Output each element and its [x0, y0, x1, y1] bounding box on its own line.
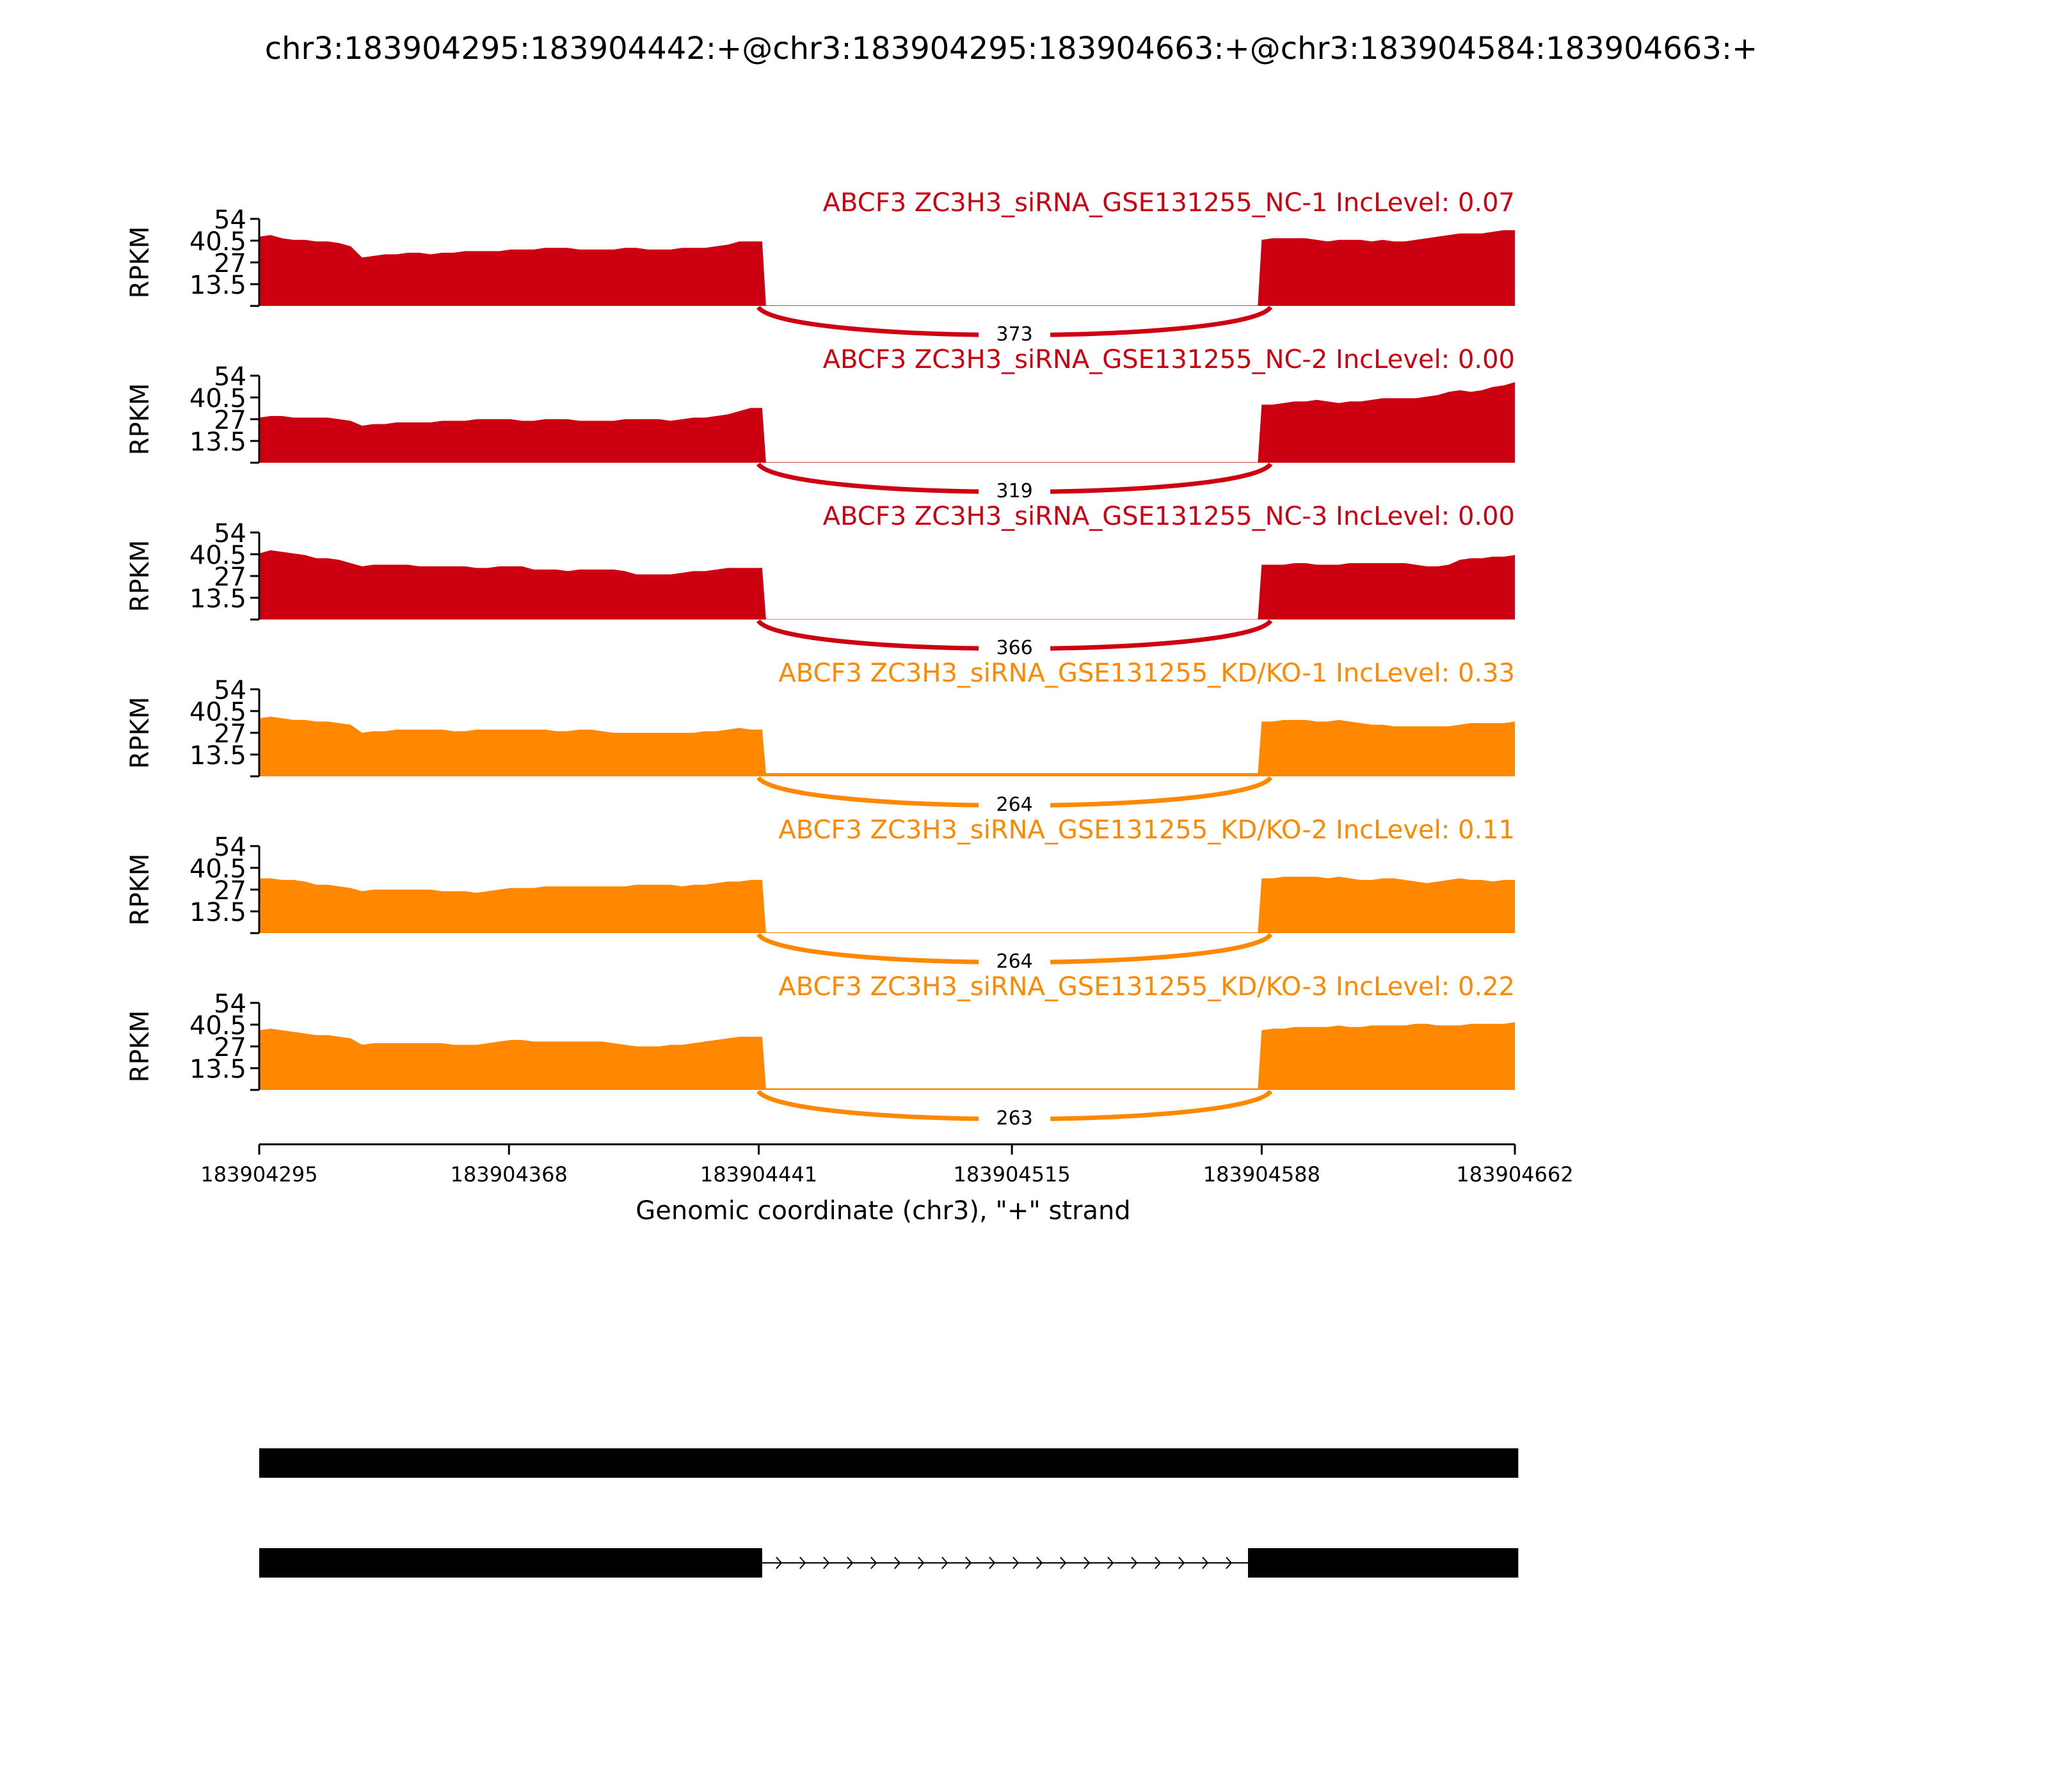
- y-tick-label: 54: [214, 205, 246, 235]
- y-tick-label: 13.5: [189, 428, 246, 457]
- y-tick-label: 27: [214, 719, 246, 749]
- y-tick-label: 13.5: [189, 584, 246, 614]
- strand-arrow: [1012, 1556, 1020, 1569]
- coverage-area: [259, 716, 1515, 776]
- x-tick-label: 183904515: [954, 1162, 1071, 1187]
- junction-label-bg: [979, 477, 1051, 502]
- junction-label-bg: [979, 320, 1051, 346]
- y-axis-label: RPKM: [125, 540, 155, 612]
- y-tick-label: 40.5: [189, 541, 246, 570]
- strand-arrow: [965, 1556, 972, 1569]
- y-tick-label: 54: [214, 989, 246, 1019]
- coverage-area: [259, 1022, 1515, 1090]
- strand-arrow: [823, 1556, 830, 1569]
- y-tick-label: 40.5: [189, 854, 246, 884]
- strand-arrow: [1060, 1556, 1067, 1569]
- junction-count: 264: [996, 794, 1032, 816]
- gene-model-track: [259, 1448, 1519, 1578]
- chart-title: chr3:183904295:183904442:+@chr3:18390429…: [265, 31, 1758, 67]
- y-tick-label: 13.5: [189, 271, 246, 300]
- strand-arrow: [1107, 1556, 1114, 1569]
- track-title: ABCF3 ZC3H3_siRNA_GSE131255_NC-1 IncLeve…: [823, 188, 1515, 218]
- y-tick-label: 27: [214, 406, 246, 435]
- strand-arrow: [1226, 1556, 1233, 1569]
- strand-arrow: [894, 1556, 901, 1569]
- strand-arrow: [1178, 1556, 1185, 1569]
- coverage-area: [259, 230, 1515, 306]
- y-axis-label: RPKM: [125, 1011, 155, 1083]
- y-tick-label: 27: [214, 876, 246, 906]
- strand-arrow: [1131, 1556, 1138, 1569]
- y-tick-label: 27: [214, 249, 246, 278]
- y-tick-label: 40.5: [189, 698, 246, 727]
- gene-model-1: [259, 1448, 1519, 1478]
- strand-arrow: [1202, 1556, 1209, 1569]
- y-tick-label: 54: [214, 519, 246, 548]
- strand-arrow: [1084, 1556, 1091, 1569]
- y-tick-label: 54: [214, 676, 246, 705]
- strand-arrow: [1155, 1556, 1162, 1569]
- y-tick-label: 40.5: [189, 384, 246, 413]
- x-axis-label: Genomic coordinate (chr3), "+" strand: [636, 1196, 1130, 1226]
- y-tick-label: 40.5: [189, 1011, 246, 1041]
- strand-arrow: [941, 1556, 948, 1569]
- junction-label-bg: [979, 947, 1051, 973]
- y-tick-label: 27: [214, 1033, 246, 1062]
- y-tick-label: 13.5: [189, 741, 246, 771]
- x-tick-label: 183904588: [1203, 1162, 1320, 1187]
- x-tick-label: 183904441: [700, 1162, 817, 1187]
- exon-block: [259, 1548, 762, 1578]
- track-title: ABCF3 ZC3H3_siRNA_GSE131255_NC-3 IncLeve…: [823, 502, 1515, 531]
- strand-arrow: [870, 1556, 877, 1569]
- y-tick-label: 13.5: [189, 898, 246, 927]
- junction-label-bg: [979, 634, 1051, 659]
- y-tick-label: 54: [214, 362, 246, 392]
- junction-label-bg: [979, 1104, 1051, 1130]
- y-tick-label: 54: [214, 833, 246, 862]
- y-axis-label: RPKM: [125, 854, 155, 926]
- gene-model-2: [259, 1548, 1519, 1578]
- coverage-area: [259, 876, 1515, 933]
- exon-block: [1248, 1548, 1519, 1578]
- junction-count: 319: [996, 480, 1032, 502]
- strand-arrow: [847, 1556, 854, 1569]
- y-tick-label: 13.5: [189, 1055, 246, 1084]
- junction-count: 264: [996, 950, 1032, 973]
- track-title: ABCF3 ZC3H3_siRNA_GSE131255_KD/KO-3 IncL…: [778, 972, 1515, 1002]
- junction-label-bg: [979, 790, 1051, 816]
- x-axis: 183904295 183904368 183904441 183904515 1839…: [200, 1143, 1574, 1187]
- track-title: ABCF3 ZC3H3_siRNA_GSE131255_KD/KO-1 IncL…: [778, 659, 1515, 688]
- track-title: ABCF3 ZC3H3_siRNA_GSE131255_NC-2 IncLeve…: [823, 345, 1515, 374]
- y-axis-label: RPKM: [125, 383, 155, 456]
- strand-arrow: [989, 1556, 996, 1569]
- junction-count: 366: [996, 637, 1032, 659]
- coverage-area: [259, 382, 1515, 463]
- y-tick-label: 27: [214, 563, 246, 592]
- exon-block: [259, 1448, 1519, 1478]
- track-title: ABCF3 ZC3H3_siRNA_GSE131255_KD/KO-2 IncL…: [778, 815, 1515, 845]
- x-tick-label: 183904662: [1456, 1162, 1573, 1187]
- x-tick-label: 183904368: [451, 1162, 568, 1187]
- strand-arrow: [776, 1556, 783, 1569]
- y-tick-label: 40.5: [189, 227, 246, 257]
- y-axis-label: RPKM: [125, 697, 155, 769]
- junction-count: 373: [996, 323, 1032, 346]
- coverage-area: [259, 550, 1515, 620]
- strand-arrow: [1036, 1556, 1043, 1569]
- strand-arrow: [918, 1556, 925, 1569]
- x-tick-label: 183904295: [200, 1162, 317, 1187]
- y-axis-label: RPKM: [125, 227, 155, 299]
- junction-count: 263: [996, 1107, 1032, 1130]
- strand-arrow: [799, 1556, 806, 1569]
